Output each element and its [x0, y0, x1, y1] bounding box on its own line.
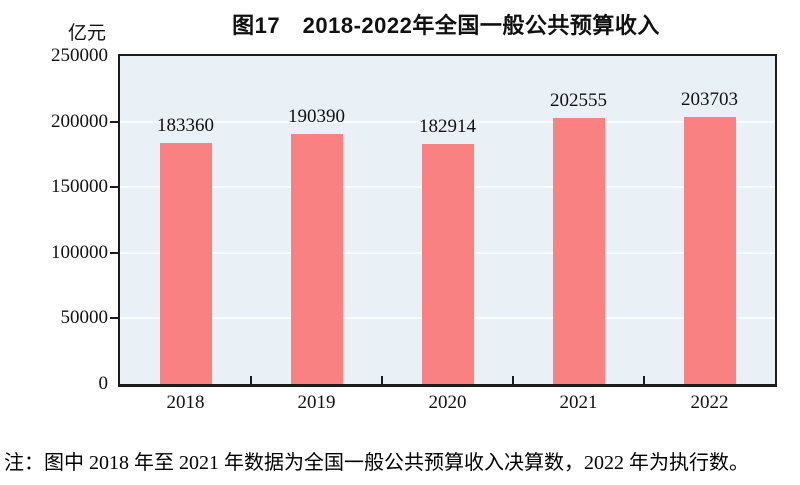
y-tick-label-250000: 250000	[51, 45, 108, 66]
x-axis-label-2021: 2021	[559, 392, 598, 413]
y-tick-mark-150000	[110, 186, 118, 189]
x-tick-mark-2	[381, 376, 383, 384]
y-tick-mark-50000	[110, 317, 118, 320]
bar-value-label-2022: 203703	[681, 88, 738, 110]
plot-area: 183360 190390 182914 202555 203703	[120, 56, 775, 384]
bar-2020	[421, 144, 474, 384]
bar-value-label-2018: 183360	[157, 115, 214, 137]
y-tick-label-200000: 200000	[51, 110, 108, 132]
y-tick-label-100000: 100000	[51, 241, 108, 263]
y-tick-label-50000: 50000	[60, 307, 109, 329]
x-tick-mark-4	[643, 376, 645, 384]
bar-2021	[552, 118, 605, 384]
y-tick-mark-100000	[110, 251, 118, 254]
x-tick-mark-1	[250, 376, 252, 384]
y-axis-unit-label: 亿元	[67, 23, 106, 44]
x-axis-label-2020: 2020	[428, 392, 467, 413]
y-tick-label-0: 0	[98, 373, 109, 394]
bar-value-label-2019: 190390	[288, 106, 345, 128]
y-tick-label-150000: 150000	[51, 176, 108, 198]
x-axis-label-2018: 2018	[166, 392, 205, 413]
x-tick-mark-3	[512, 376, 514, 384]
bar-value-label-2020: 182914	[419, 116, 476, 138]
bar-2022	[683, 116, 736, 384]
bar-value-label-2021: 202555	[550, 90, 607, 112]
x-axis-label-2019: 2019	[297, 392, 336, 413]
footnote: 注：图中 2018 年至 2021 年数据为全国一般公共预算收入决算数，2022…	[4, 452, 749, 474]
chart-title: 图17 2018-2022年全国一般公共预算收入	[232, 13, 660, 38]
gridline-200000	[120, 120, 775, 123]
x-axis-label-2022: 2022	[690, 392, 729, 413]
bar-2019	[290, 134, 343, 384]
bar-2018	[159, 143, 212, 384]
y-tick-mark-200000	[110, 120, 118, 123]
